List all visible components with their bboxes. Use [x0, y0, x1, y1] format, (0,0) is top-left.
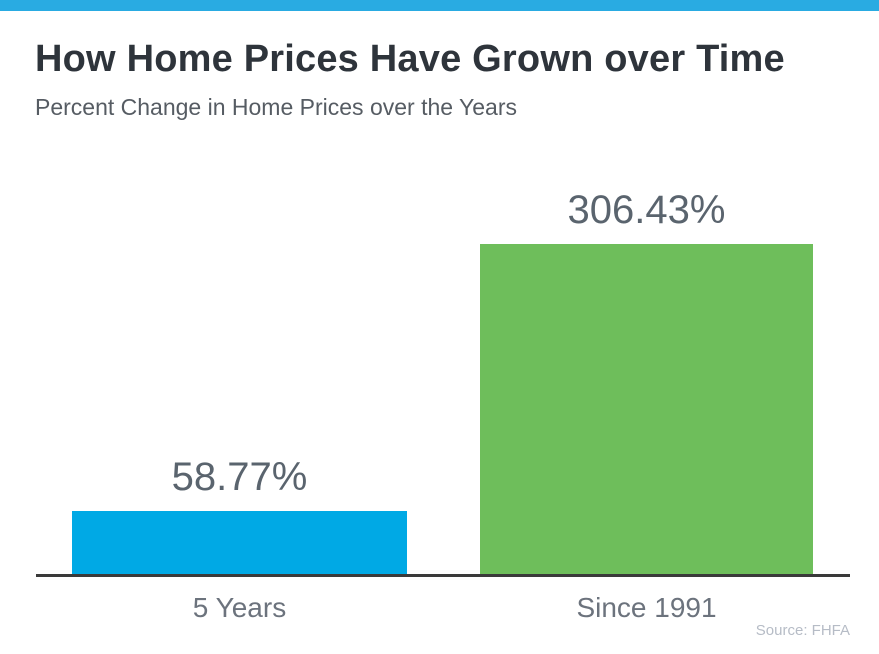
category-label-5-years: 5 Years	[192, 592, 287, 623]
category-label-since-1991: Since 1991	[576, 592, 717, 623]
bar-chart-plot-area: 58.77% 306.43%	[0, 154, 879, 574]
bar-value-label: 58.77%	[171, 455, 308, 499]
chart-subtitle: Percent Change in Home Prices over the Y…	[35, 94, 517, 120]
bar-5-years	[72, 511, 407, 574]
bar-value-label: 306.43%	[567, 188, 726, 232]
source-label: Source: FHFA	[755, 622, 850, 639]
bar-group-since-1991: 306.43%	[480, 154, 813, 574]
bar-since-1991	[480, 244, 813, 574]
top-accent-strip	[0, 0, 879, 11]
x-axis-baseline	[36, 574, 850, 577]
page-title: How Home Prices Have Grown over Time	[35, 38, 785, 80]
bar-group-5-years: 58.77%	[72, 154, 407, 574]
